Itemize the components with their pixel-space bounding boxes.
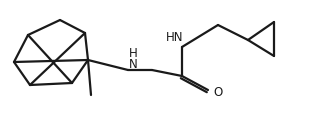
Text: N: N	[129, 58, 138, 71]
Text: H: H	[129, 46, 138, 59]
Text: O: O	[214, 87, 222, 100]
Text: HN: HN	[166, 30, 184, 43]
